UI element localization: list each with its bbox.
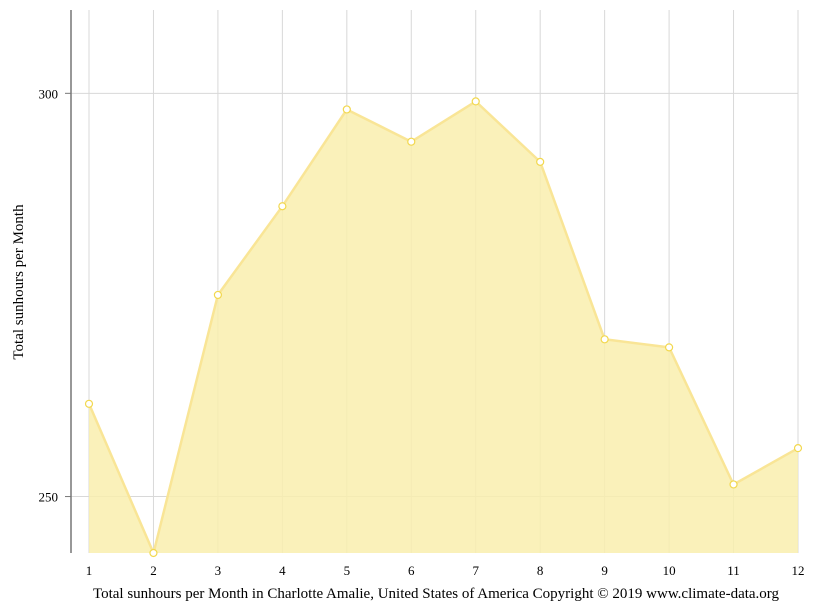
data-point <box>278 202 287 211</box>
data-point <box>729 480 738 489</box>
x-tick-label: 6 <box>408 563 415 578</box>
x-tick-label: 2 <box>150 563 157 578</box>
x-tick-label: 1 <box>86 563 93 578</box>
x-tick-label: 11 <box>727 563 740 578</box>
x-tick-label: 12 <box>792 563 805 578</box>
x-tick-label: 4 <box>279 563 286 578</box>
x-tick-label: 10 <box>663 563 676 578</box>
x-tick-label: 9 <box>601 563 608 578</box>
y-tick-label: 300 <box>39 86 59 101</box>
data-point <box>407 137 416 146</box>
sunhours-line <box>87 100 799 555</box>
data-point <box>536 157 545 166</box>
x-tick-label: 8 <box>537 563 544 578</box>
sunhours-area <box>89 101 798 554</box>
chart-caption: Total sunhours per Month in Charlotte Am… <box>93 586 780 602</box>
data-point <box>213 290 223 300</box>
y-axis-label: Total sunhours per Month <box>11 204 27 360</box>
x-tick-label: 3 <box>215 563 222 578</box>
data-point <box>342 105 351 114</box>
data-point <box>84 399 94 408</box>
data-point <box>600 335 609 344</box>
x-tick-label: 5 <box>344 563 351 578</box>
y-tick-label: 250 <box>39 490 59 505</box>
x-tick-label: 7 <box>472 563 479 578</box>
x-ticks: 1 2 3 4 5 6 7 8 9 10 11 12 <box>86 563 805 578</box>
data-points <box>84 97 803 558</box>
y-ticks: 250 300 <box>39 86 71 505</box>
data-point <box>149 548 158 558</box>
data-point <box>664 343 674 352</box>
data-point <box>793 444 803 453</box>
data-point <box>471 97 480 106</box>
